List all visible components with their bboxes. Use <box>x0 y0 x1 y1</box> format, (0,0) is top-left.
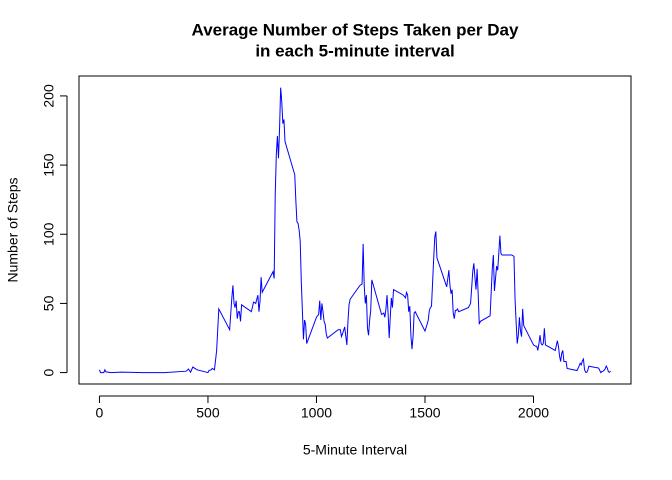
x-tick-label: 1000 <box>301 405 332 421</box>
plot-box <box>78 75 632 385</box>
y-axis-label: Number of Steps <box>5 177 21 282</box>
data-line <box>98 87 611 374</box>
x-tick-label: 2000 <box>518 405 549 421</box>
y-tick-label: 0 <box>41 368 57 376</box>
x-tick-label: 500 <box>196 405 220 421</box>
chart-title: Average Number of Steps Taken per Day <box>192 20 519 39</box>
x-tick-label: 0 <box>96 405 104 421</box>
chart-title: in each 5-minute interval <box>255 41 454 60</box>
y-tick-label: 100 <box>41 222 57 246</box>
y-tick-label: 200 <box>41 84 57 108</box>
y-tick-label: 50 <box>41 295 57 311</box>
x-tick-label: 1500 <box>409 405 440 421</box>
y-tick-label: 150 <box>41 153 57 177</box>
x-axis-label: 5-Minute Interval <box>303 442 407 458</box>
